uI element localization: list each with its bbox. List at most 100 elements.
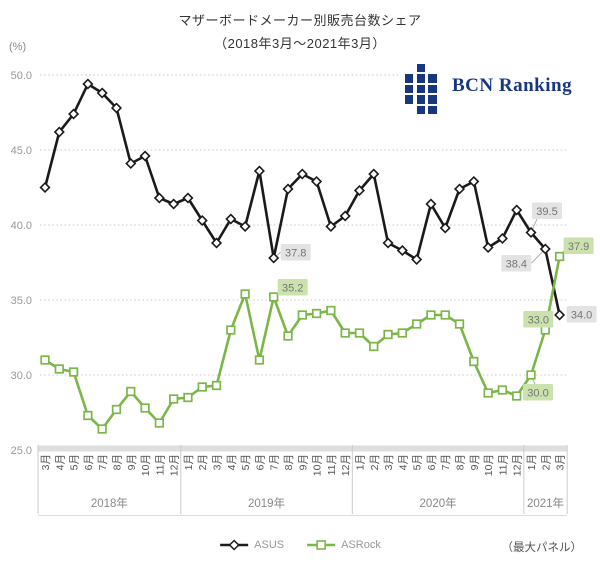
annotation-box [523, 311, 554, 328]
asrock-marker [283, 331, 293, 341]
month-tick-label: 5月 [240, 454, 252, 470]
annotation-value-label: 35.2 [282, 282, 303, 294]
asus-marker [554, 309, 566, 321]
month-tick-label: 3月 [555, 454, 567, 470]
asus-marker [425, 198, 437, 210]
asus-marker [511, 204, 523, 216]
asus-marker [453, 183, 466, 195]
bcn-ranking-logo: BCN Ranking [400, 58, 578, 116]
asus-marker [168, 198, 180, 210]
axis-band [38, 445, 567, 452]
chart-title: マザーボードメーカー別販売台数シェア [178, 13, 422, 28]
asus-marker [382, 237, 394, 249]
bcn-logo-square [428, 95, 437, 104]
asrock-marker [512, 391, 522, 401]
month-tick-label: 4月 [397, 454, 409, 470]
month-tick-label: 12月 [169, 454, 181, 476]
y-tick-label: 50.0 [11, 70, 32, 82]
bcn-logo-square [416, 64, 425, 73]
month-tick-label: 12月 [340, 454, 352, 476]
month-tick-label: 10月 [483, 454, 495, 476]
month-tick-label: 2月 [369, 454, 381, 470]
asus-marker [282, 183, 294, 195]
asrock-marker [211, 380, 222, 391]
month-tick-label: 9月 [469, 454, 481, 470]
asus-marker [125, 157, 137, 170]
bcn-logo-square [416, 105, 425, 114]
bcn-logo-square [416, 95, 425, 104]
y-tick-label: 30.0 [11, 370, 32, 382]
bcn-logo-icon [405, 64, 447, 114]
annotation-value-label: 38.4 [506, 258, 527, 270]
month-tick-label: 1月 [526, 454, 538, 470]
asus-marker [468, 175, 480, 188]
asus-marker [439, 222, 451, 234]
year-label: 2019年 [248, 496, 285, 510]
asrock-marker [111, 404, 122, 415]
annotation-box [531, 202, 562, 219]
month-tick-label: 6月 [83, 454, 95, 470]
month-tick-label: 8月 [455, 454, 467, 470]
asus-marker [139, 150, 151, 162]
bcn-logo-square [405, 95, 414, 104]
asus-marker [325, 220, 337, 233]
month-tick-label: 7月 [269, 454, 281, 470]
asus-marker [53, 126, 65, 138]
legend-label-asus: ASUS [254, 539, 285, 551]
month-tick-label: 9月 [126, 454, 138, 470]
month-tick-label: 8月 [283, 454, 295, 470]
asus-marker [311, 175, 323, 188]
annotation-box [501, 255, 532, 272]
legend-label-asrock: ASRock [341, 539, 381, 551]
asrock-marker [269, 292, 279, 302]
bcn-logo-square [416, 74, 425, 83]
asrock-marker [226, 325, 236, 335]
month-tick-label: 11月 [154, 454, 166, 475]
month-tick-label: 2月 [197, 454, 209, 470]
asrock-marker [497, 385, 508, 395]
bcn-logo-square [428, 74, 437, 83]
month-tick-label: 1月 [354, 454, 366, 470]
month-tick-label: 11月 [497, 454, 509, 475]
asrock-marker [469, 356, 479, 367]
chart-subtitle: （2018年3月～2021年3月） [214, 36, 386, 51]
asrock-marker [40, 355, 50, 365]
asus-marker [411, 253, 423, 266]
month-tick-label: 4月 [54, 454, 66, 470]
legend-item-asrock: ASRock [306, 539, 381, 551]
asrock-marker [454, 319, 465, 329]
annotation-value-label: 30.0 [527, 387, 548, 399]
asus-marker [368, 168, 380, 180]
asrock-marker [168, 394, 179, 404]
asus-marker [253, 165, 265, 177]
asus-marker [482, 241, 494, 254]
month-tick-label: 8月 [111, 454, 123, 470]
asrock-marker [140, 403, 150, 413]
asrock-marker [411, 319, 422, 329]
annotation-value-label: 37.8 [285, 247, 306, 259]
asrock-marker [483, 388, 493, 398]
annotation-box [277, 279, 308, 296]
month-tick-label: 2月 [540, 454, 552, 470]
asus-marker [182, 192, 194, 204]
month-tick-label: 7月 [97, 454, 109, 470]
month-tick-label: 6月 [254, 454, 266, 470]
asrock-marker [254, 355, 265, 365]
y-axis-unit-label: (%) [9, 41, 27, 53]
bcn-logo-square [405, 84, 414, 94]
asrock-marker [54, 364, 64, 374]
asus-marker [396, 244, 408, 257]
asrock-marker [83, 410, 93, 421]
asus-marker [110, 102, 123, 114]
asrock-marker [297, 310, 307, 320]
asrock-marker [154, 418, 165, 428]
y-tick-label: 40.0 [11, 220, 32, 232]
month-tick-label: 9月 [297, 454, 309, 470]
asrock-marker [326, 305, 336, 316]
asrock-legend-marker-icon [307, 540, 336, 550]
legend: ASUS ASRock [219, 539, 381, 551]
asrock-marker [197, 382, 207, 392]
month-tick-label: 4月 [226, 454, 238, 470]
asrock-marker [340, 328, 350, 338]
